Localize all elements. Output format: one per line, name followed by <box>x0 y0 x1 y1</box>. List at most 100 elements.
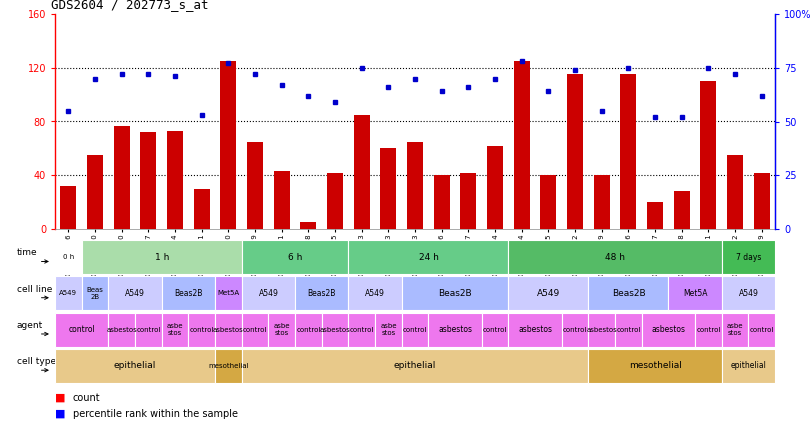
Bar <box>722 276 775 310</box>
Text: 6 h: 6 h <box>288 253 302 262</box>
Bar <box>241 276 295 310</box>
Bar <box>215 276 241 310</box>
Bar <box>247 142 263 229</box>
Bar <box>540 175 556 229</box>
Text: 1 h: 1 h <box>155 253 169 262</box>
Text: percentile rank within the sample: percentile rank within the sample <box>73 409 238 419</box>
Bar <box>241 349 589 383</box>
Bar <box>268 313 295 347</box>
Text: A549: A549 <box>59 290 78 297</box>
Bar <box>620 75 637 229</box>
Bar <box>428 313 482 347</box>
Text: Beas
2B: Beas 2B <box>87 287 104 300</box>
Text: 0 h: 0 h <box>63 254 74 260</box>
Bar <box>135 313 162 347</box>
Bar <box>295 276 348 310</box>
Text: Beas2B: Beas2B <box>438 289 472 298</box>
Bar <box>241 313 268 347</box>
Text: control: control <box>563 327 587 333</box>
Bar <box>354 115 370 229</box>
Bar <box>701 81 717 229</box>
Text: control: control <box>190 327 214 333</box>
Bar <box>241 240 348 274</box>
Text: control: control <box>403 327 428 333</box>
Text: asbe
stos: asbe stos <box>274 323 290 336</box>
Bar <box>348 276 402 310</box>
Bar <box>55 313 109 347</box>
Bar <box>722 349 775 383</box>
Text: control: control <box>483 327 507 333</box>
Bar <box>509 313 562 347</box>
Bar <box>562 313 589 347</box>
Bar <box>754 173 769 229</box>
Bar <box>61 186 76 229</box>
Bar <box>322 313 348 347</box>
Bar <box>589 313 615 347</box>
Text: 48 h: 48 h <box>605 253 625 262</box>
Bar <box>460 173 476 229</box>
Bar <box>327 173 343 229</box>
Bar <box>487 146 503 229</box>
Bar <box>55 276 82 310</box>
Text: GDS2604 / 202773_s_at: GDS2604 / 202773_s_at <box>52 0 209 12</box>
Text: asbestos: asbestos <box>106 327 137 333</box>
Bar <box>589 349 722 383</box>
Text: agent: agent <box>16 321 43 330</box>
Text: control: control <box>296 327 321 333</box>
Bar <box>295 313 322 347</box>
Bar <box>55 240 82 274</box>
Bar <box>727 155 743 229</box>
Text: cell type: cell type <box>16 357 56 366</box>
Text: epithelial: epithelial <box>114 361 156 370</box>
Bar <box>514 61 530 229</box>
Bar <box>82 276 109 310</box>
Text: asbe
stos: asbe stos <box>380 323 397 336</box>
Bar <box>189 313 215 347</box>
Text: epithelial: epithelial <box>394 361 437 370</box>
Bar <box>509 276 589 310</box>
Bar <box>434 175 450 229</box>
Text: Beas2B: Beas2B <box>612 289 646 298</box>
Bar <box>642 313 695 347</box>
Bar <box>594 175 610 229</box>
Bar <box>87 155 103 229</box>
Text: Beas2B: Beas2B <box>308 289 336 298</box>
Bar <box>402 276 509 310</box>
Bar <box>748 313 775 347</box>
Text: asbestos: asbestos <box>213 327 244 333</box>
Text: 24 h: 24 h <box>419 253 438 262</box>
Bar <box>82 240 241 274</box>
Bar <box>194 189 210 229</box>
Text: epithelial: epithelial <box>731 361 766 370</box>
Bar <box>567 75 583 229</box>
Text: cell line: cell line <box>16 285 52 293</box>
Bar <box>109 313 135 347</box>
Bar <box>381 148 396 229</box>
Text: ■: ■ <box>55 393 66 403</box>
Bar <box>375 313 402 347</box>
Text: A549: A549 <box>126 289 145 298</box>
Text: control: control <box>749 327 774 333</box>
Text: ■: ■ <box>55 409 66 419</box>
Bar <box>140 132 156 229</box>
Bar <box>220 61 237 229</box>
Bar <box>215 313 241 347</box>
Text: A549: A549 <box>258 289 279 298</box>
Bar <box>674 191 690 229</box>
Bar <box>647 202 663 229</box>
Bar <box>348 313 375 347</box>
Bar <box>402 313 428 347</box>
Bar <box>109 276 162 310</box>
Bar <box>615 313 642 347</box>
Text: control: control <box>616 327 641 333</box>
Bar <box>215 349 241 383</box>
Bar <box>348 240 509 274</box>
Bar <box>167 131 183 229</box>
Text: A549: A549 <box>365 289 385 298</box>
Bar <box>301 222 317 229</box>
Bar <box>55 349 215 383</box>
Text: control: control <box>243 327 267 333</box>
Text: Met5A: Met5A <box>683 289 707 298</box>
Text: time: time <box>16 248 37 257</box>
Text: asbe
stos: asbe stos <box>727 323 744 336</box>
